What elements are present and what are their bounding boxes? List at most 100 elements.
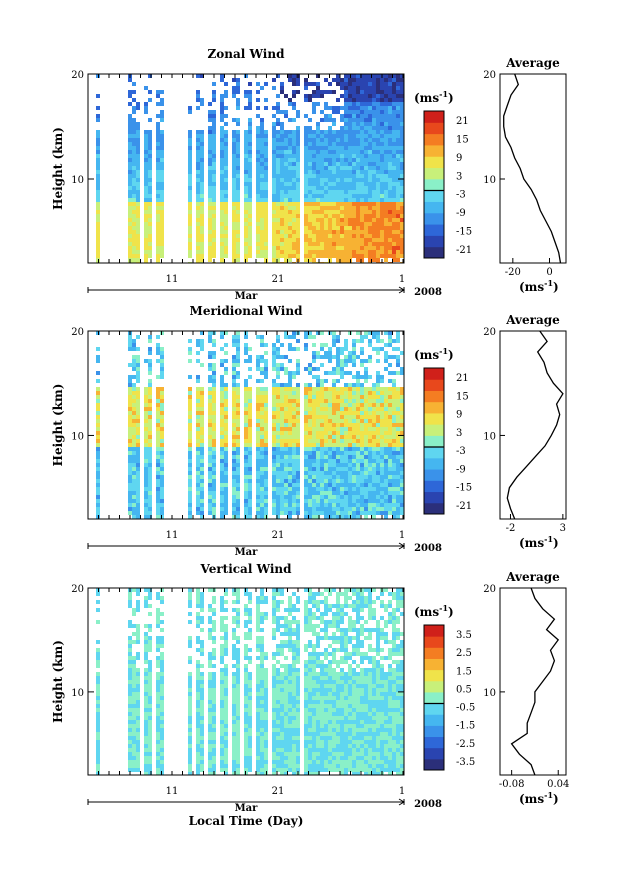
- heatmap-cell: [264, 182, 268, 186]
- heatmap-cell: [360, 242, 364, 246]
- heatmap-cell: [148, 507, 152, 511]
- heatmap-cell: [332, 407, 336, 411]
- heatmap-cell: [316, 503, 320, 507]
- heatmap-cell: [208, 166, 212, 170]
- heatmap-cell: [212, 134, 216, 138]
- colorbar-swatch: [424, 235, 444, 248]
- heatmap-cell: [208, 447, 212, 451]
- heatmap-cell: [148, 407, 152, 411]
- heatmap-cell: [296, 339, 300, 343]
- heatmap-cell: [144, 142, 148, 146]
- heatmap-cell: [352, 150, 356, 154]
- heatmap-cell: [220, 134, 224, 138]
- heatmap-cell: [156, 134, 160, 138]
- heatmap-cell: [320, 158, 324, 162]
- heatmap-cell: [220, 238, 224, 242]
- heatmap-cell: [96, 130, 100, 134]
- heatmap-cell: [308, 507, 312, 511]
- heatmap-cell: [188, 684, 192, 688]
- heatmap-cell: [312, 467, 316, 471]
- heatmap-cell: [276, 234, 280, 238]
- heatmap-cell: [200, 475, 204, 479]
- heatmap-cell: [364, 483, 368, 487]
- heatmap-cell: [312, 391, 316, 395]
- heatmap-cell: [280, 182, 284, 186]
- heatmap-cell: [284, 150, 288, 154]
- heatmap-cell: [156, 198, 160, 202]
- heatmap-cell: [260, 415, 264, 419]
- heatmap-cell: [200, 363, 204, 367]
- heatmap-cell: [128, 419, 132, 423]
- heatmap-cell: [256, 439, 260, 443]
- heatmap-cell: [284, 158, 288, 162]
- heatmap-cell: [340, 511, 344, 515]
- heatmap-cell: [400, 419, 404, 423]
- heatmap-cell: [356, 391, 360, 395]
- heatmap-cell: [200, 331, 204, 335]
- heatmap-cell: [384, 395, 388, 399]
- heatmap-cell: [324, 487, 328, 491]
- heatmap-cell: [244, 491, 248, 495]
- heatmap-cell: [236, 431, 240, 435]
- heatmap-cell: [332, 202, 336, 206]
- heatmap-cell: [248, 206, 252, 210]
- heatmap-cell: [264, 479, 268, 483]
- heatmap-cell: [376, 250, 380, 254]
- heatmap-cell: [312, 431, 316, 435]
- heatmap-cell: [160, 198, 164, 202]
- heatmap-cell: [368, 182, 372, 186]
- heatmap-cell: [244, 475, 248, 479]
- heatmap-cell: [96, 467, 100, 471]
- heatmap-cell: [148, 503, 152, 507]
- heatmap-cell: [208, 202, 212, 206]
- heatmap-cell: [248, 106, 252, 110]
- heatmap-cell: [340, 118, 344, 122]
- heatmap-cell: [372, 222, 376, 226]
- heatmap-cell: [224, 150, 228, 154]
- heatmap-cell: [296, 367, 300, 371]
- heatmap-cell: [292, 134, 296, 138]
- heatmap-cell: [352, 194, 356, 198]
- heatmap-cell: [360, 142, 364, 146]
- heatmap-cell: [260, 246, 264, 250]
- heatmap-cell: [372, 114, 376, 118]
- heatmap-cell: [308, 162, 312, 166]
- heatmap-cell: [128, 760, 132, 764]
- heatmap-cell: [336, 242, 340, 246]
- heatmap-cell: [148, 680, 152, 684]
- heatmap-cell: [128, 174, 132, 178]
- heatmap-cell: [336, 202, 340, 206]
- heatmap-cell: [232, 447, 236, 451]
- heatmap-cell: [256, 367, 260, 371]
- heatmap-cell: [308, 455, 312, 459]
- heatmap-cell: [244, 198, 248, 202]
- heatmap-cell: [188, 716, 192, 720]
- heatmap-cell: [380, 118, 384, 122]
- heatmap-cell: [400, 415, 404, 419]
- heatmap-cell: [380, 106, 384, 110]
- heatmap-cell: [244, 242, 248, 246]
- heatmap-cell: [260, 499, 264, 503]
- x-tick-label: 11: [166, 530, 179, 541]
- heatmap-cell: [232, 379, 236, 383]
- heatmap-cell: [364, 90, 368, 94]
- heatmap-cell: [148, 592, 152, 596]
- heatmap-cell: [248, 90, 252, 94]
- heatmap-cell: [344, 395, 348, 399]
- heatmap-cell: [224, 154, 228, 158]
- heatmap-cell: [256, 447, 260, 451]
- heatmap-cell: [144, 206, 148, 210]
- heatmap-cell: [372, 202, 376, 206]
- heatmap-cell: [372, 130, 376, 134]
- heatmap-cell: [340, 427, 344, 431]
- heatmap-cell: [400, 174, 404, 178]
- heatmap-cell: [136, 367, 140, 371]
- y-tick-label: 20: [71, 70, 84, 81]
- heatmap-cell: [384, 483, 388, 487]
- heatmap-cell: [148, 206, 152, 210]
- heatmap-cell: [348, 407, 352, 411]
- heatmap-cell: [236, 423, 240, 427]
- heatmap-cell: [208, 130, 212, 134]
- heatmap-cell: [332, 415, 336, 419]
- heatmap-cell: [348, 415, 352, 419]
